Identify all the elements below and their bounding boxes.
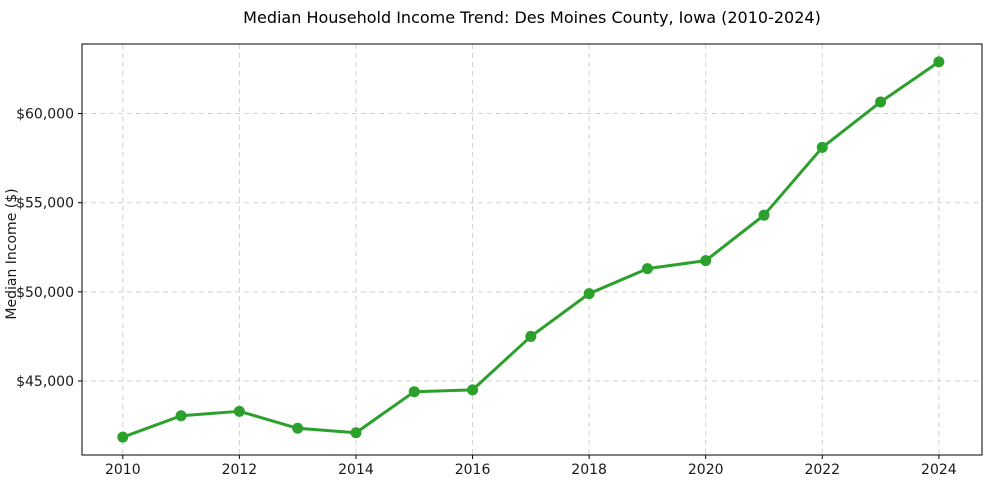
x-tick-label: 2014 (338, 462, 374, 478)
data-point-2013 (292, 422, 304, 434)
data-point-2012 (233, 405, 245, 417)
data-point-2016 (467, 384, 479, 396)
chart-title: Median Household Income Trend: Des Moine… (243, 8, 821, 27)
data-point-2011 (175, 410, 187, 422)
y-tick-label: $55,000 (16, 196, 74, 212)
y-axis-label: Median Income ($) (4, 188, 20, 319)
data-point-2021 (758, 209, 770, 221)
data-point-2024 (933, 56, 945, 68)
data-point-2015 (408, 386, 420, 398)
x-tick-label: 2020 (688, 462, 724, 478)
data-point-2023 (875, 96, 887, 108)
data-point-2020 (700, 255, 712, 267)
x-tick-label: 2018 (571, 462, 607, 478)
data-point-2014 (350, 427, 362, 439)
x-tick-label: 2012 (222, 462, 258, 478)
x-tick-label: 2024 (921, 462, 957, 478)
data-point-2017 (525, 330, 537, 342)
plot-frame (81, 43, 983, 456)
data-point-2022 (816, 141, 828, 153)
data-point-2018 (583, 288, 595, 300)
x-tick-label: 2010 (105, 462, 141, 478)
data-point-2019 (641, 263, 653, 275)
y-tick-label: $50,000 (16, 285, 74, 301)
x-tick-label: 2022 (804, 462, 840, 478)
y-tick-label: $45,000 (16, 374, 74, 390)
x-tick-label: 2016 (455, 462, 491, 478)
data-point-2010 (117, 431, 129, 443)
y-tick-label: $60,000 (16, 107, 74, 123)
